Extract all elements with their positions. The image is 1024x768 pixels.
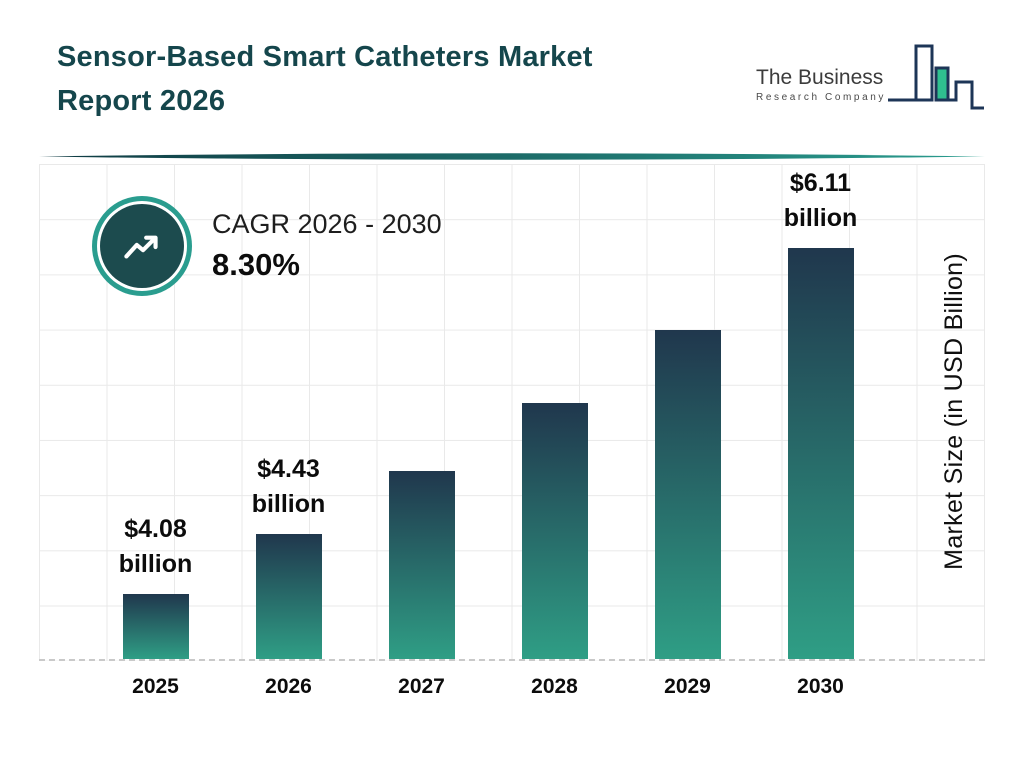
page-title: Sensor-Based Smart Catheters Market Repo… [57,36,593,123]
bar-column-2025: $4.08 billion [89,512,222,659]
bar-2025 [122,594,189,659]
y-axis-label: Market Size (in USD Billion) [940,253,968,570]
cagr-value: 8.30% [212,247,300,282]
bar-column-2030: $6.11 billion [754,166,887,659]
bar-column-2029 [621,330,754,659]
years-row: 2025 2026 2027 2028 2029 2030 [89,675,887,699]
bar-2028 [521,403,588,659]
x-axis-label-2028: 2028 [531,675,578,698]
bar-value-amount: $4.08 [124,515,187,543]
company-logo: The Business Research Company [756,40,986,127]
x-axis-label-2027: 2027 [398,675,445,698]
bar-column-2026: $4.43 billion [222,452,355,659]
chart-area: CAGR 2026 - 2030 8.30% $4.08 billion $4.43… [39,164,985,698]
bar-value-amount: $4.43 [257,455,320,483]
bar-2029 [654,330,721,659]
cagr-text: CAGR 2026 - 2030 8.30% [212,209,442,283]
page-title-line1: Sensor-Based Smart Catheters Market [57,41,593,73]
bar-column-2028 [488,403,621,659]
page-title-line2: Report 2026 [57,84,226,117]
bar-2027 [388,471,455,659]
x-axis-label-2025: 2025 [132,675,179,698]
bar-value-amount: $6.11 [789,169,852,197]
bar-value-label-2026: $4.43 billion [252,452,326,522]
x-axis-label-2026: 2026 [265,675,312,698]
header: Sensor-Based Smart Catheters Market Repo… [57,36,986,127]
cagr-label: CAGR 2026 - 2030 [212,209,442,239]
bar-value-unit: billion [118,550,193,578]
bar-value-unit: billion [783,204,858,232]
logo-name: The Business [756,66,884,89]
logo-bars-icon [886,40,986,127]
cagr-badge: CAGR 2026 - 2030 8.30% [91,204,442,288]
bars-row: $4.08 billion $4.43 billion $6.11 billion [89,164,887,659]
x-axis-label-2029: 2029 [664,675,711,698]
bar-value-label-2030: $6.11 billion [784,166,858,236]
y-axis-label-wrap: Market Size (in USD Billion) [940,164,969,659]
trend-up-icon [100,204,184,288]
bar-2030 [787,248,854,659]
company-logo-text: The Business Research Company [756,66,886,103]
bar-column-2027 [355,471,488,659]
bar-value-unit: billion [251,490,326,518]
bar-2026 [255,534,322,659]
bar-value-label-2025: $4.08 billion [119,512,193,582]
logo-subtitle: Research Company [756,92,886,103]
x-axis-label-2030: 2030 [797,675,844,698]
